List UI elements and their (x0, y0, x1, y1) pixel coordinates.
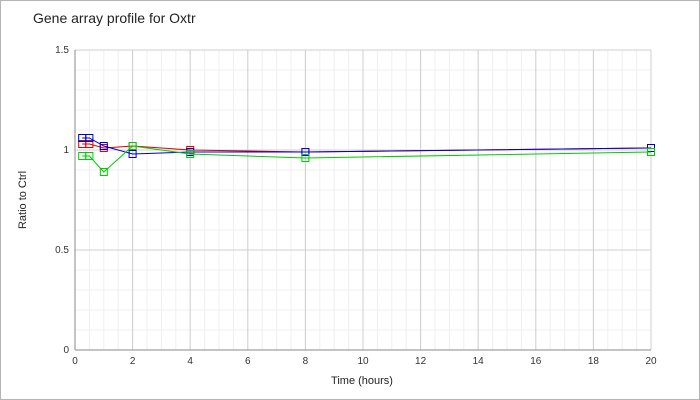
data-point (85, 134, 94, 142)
x-tick-label: 4 (187, 356, 193, 367)
x-tick-label: 2 (130, 356, 136, 367)
data-point (186, 150, 195, 158)
chart-title: Gene array profile for Oxtr (33, 10, 196, 26)
x-tick-label: 12 (415, 356, 427, 367)
x-axis-label: Time (hours) (331, 375, 393, 387)
x-tick-label: 20 (645, 356, 657, 367)
data-point (99, 142, 108, 150)
axes (74, 50, 651, 351)
series-layer (78, 134, 655, 176)
data-point (128, 150, 137, 158)
series-line (82, 137, 652, 155)
y-tick-label: 1 (63, 145, 69, 156)
x-tick-label: 18 (588, 356, 600, 367)
x-tick-label: 10 (357, 356, 369, 367)
data-point (85, 152, 94, 160)
y-tick-label: 0.5 (55, 245, 69, 256)
data-point (301, 148, 310, 156)
x-tick-label: 14 (473, 356, 485, 367)
data-point (85, 140, 94, 148)
series-line (82, 145, 652, 173)
x-tick-label: 16 (530, 356, 542, 367)
data-point (99, 168, 108, 176)
x-tick-label: 0 (72, 356, 78, 367)
x-tick-label: 6 (245, 356, 251, 367)
y-axis-label: Ratio to Ctrl (17, 171, 29, 229)
data-point (647, 148, 655, 156)
tick-labels: 0 2 4 6 8 10 12 14 16 18 20 0 0.5 1 1.5 (55, 45, 657, 367)
y-tick-label: 1.5 (55, 45, 69, 56)
data-point (301, 154, 310, 162)
data-point (128, 142, 137, 150)
x-tick-label: 8 (303, 356, 309, 367)
y-tick-label: 0 (63, 345, 69, 356)
